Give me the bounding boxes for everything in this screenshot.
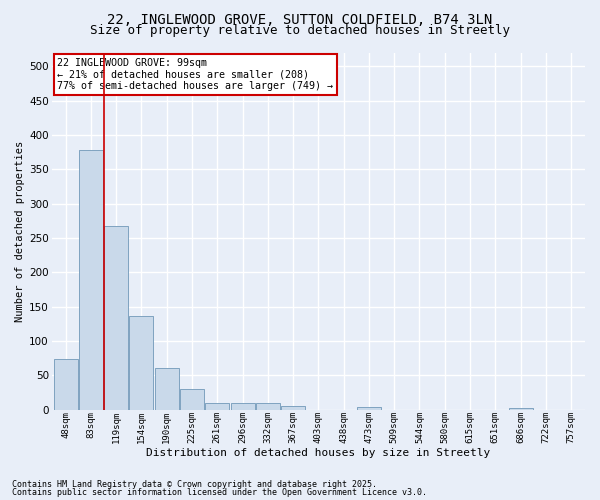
Bar [509, 408, 533, 410]
Y-axis label: Number of detached properties: Number of detached properties [15, 140, 25, 322]
Bar [104, 226, 128, 410]
Bar [230, 403, 254, 409]
Bar [256, 403, 280, 409]
Bar [130, 316, 154, 410]
Bar [155, 368, 179, 410]
Text: 22 INGLEWOOD GROVE: 99sqm
← 21% of detached houses are smaller (208)
77% of semi: 22 INGLEWOOD GROVE: 99sqm ← 21% of detac… [57, 58, 333, 91]
X-axis label: Distribution of detached houses by size in Streetly: Distribution of detached houses by size … [146, 448, 490, 458]
Text: 22, INGLEWOOD GROVE, SUTTON COLDFIELD, B74 3LN: 22, INGLEWOOD GROVE, SUTTON COLDFIELD, B… [107, 12, 493, 26]
Bar [205, 403, 229, 409]
Bar [357, 407, 381, 410]
Text: Contains HM Land Registry data © Crown copyright and database right 2025.: Contains HM Land Registry data © Crown c… [12, 480, 377, 489]
Bar [79, 150, 103, 409]
Text: Contains public sector information licensed under the Open Government Licence v3: Contains public sector information licen… [12, 488, 427, 497]
Text: Size of property relative to detached houses in Streetly: Size of property relative to detached ho… [90, 24, 510, 37]
Bar [180, 389, 204, 409]
Bar [53, 359, 77, 410]
Bar [281, 406, 305, 410]
